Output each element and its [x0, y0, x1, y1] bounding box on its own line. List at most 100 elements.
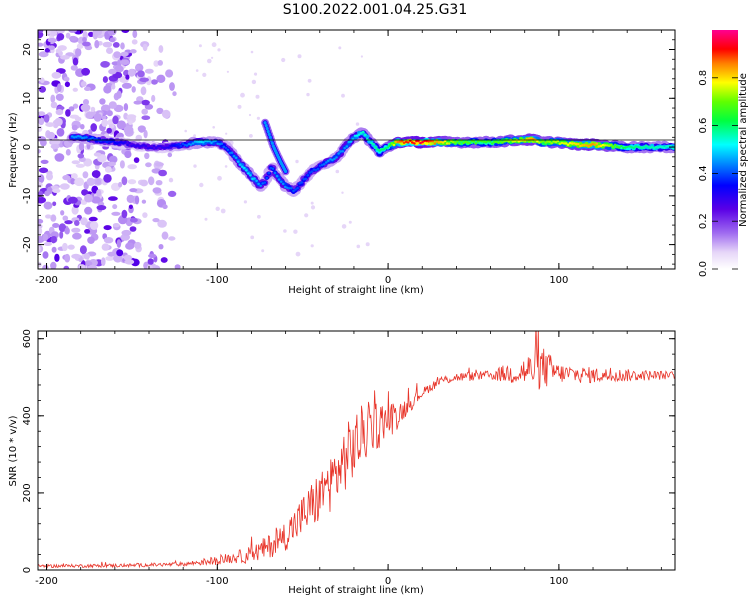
noise-speck	[215, 206, 220, 211]
ridge-mark	[181, 142, 185, 145]
ridge-mark	[238, 163, 242, 166]
noise-blob	[64, 81, 70, 88]
noise-blob	[103, 225, 112, 231]
ridge-mark	[240, 165, 244, 168]
noise-speck	[310, 244, 314, 248]
noise-speck	[307, 78, 312, 83]
ridge-mark	[427, 140, 431, 143]
noise-blob	[108, 155, 118, 164]
y-tick-label: -20	[22, 236, 33, 252]
noise-blob	[99, 98, 106, 105]
noise-blob	[168, 177, 174, 183]
noise-blob	[38, 86, 47, 93]
noise-blob	[129, 188, 138, 193]
noise-blob	[43, 201, 53, 210]
noise-blob	[67, 244, 75, 250]
noise-speck	[207, 58, 212, 64]
ridge-mark	[175, 143, 178, 147]
noise-blob	[55, 93, 64, 102]
noise-blob	[57, 83, 62, 92]
ridge-mark	[187, 142, 191, 146]
noise-blob	[80, 81, 87, 87]
ridge-mark	[337, 152, 340, 155]
noise-blob	[63, 265, 70, 269]
colorbar-ticks: 0.0 0.2 0.4 0.6 0.8	[698, 70, 738, 277]
noise-blob	[56, 30, 65, 34]
noise-blob	[85, 45, 93, 51]
ridge-mark	[464, 140, 467, 143]
noise-speck	[295, 251, 301, 257]
noise-blob	[83, 260, 93, 266]
ridge-mark	[652, 147, 656, 150]
noise-blob	[113, 51, 121, 59]
ridge-mark	[636, 145, 640, 149]
ridge-mark	[406, 141, 410, 144]
ridge-mark	[349, 140, 353, 143]
noise-blob	[109, 37, 116, 43]
noise-blob	[155, 180, 163, 186]
ridge-mark	[484, 140, 488, 144]
ridge-mark	[579, 144, 582, 148]
branch-mark	[263, 121, 267, 125]
ridge-mark	[327, 159, 330, 162]
noise-speck	[338, 46, 342, 50]
ridge-mark	[400, 140, 404, 143]
ridge-mark	[386, 146, 390, 149]
ridge-mark	[195, 140, 199, 143]
noise-blob	[56, 128, 65, 137]
noise-speck	[211, 42, 217, 48]
ridge-mark	[556, 139, 560, 143]
ridge-mark	[601, 143, 605, 147]
ridge-mark	[333, 157, 336, 161]
ridge-mark	[306, 174, 310, 177]
noise-blob	[106, 127, 112, 134]
ridge-mark	[120, 141, 123, 144]
snr-ticks: -200 -100 0 100 0 200 400 600	[22, 329, 675, 587]
noise-blob	[40, 139, 47, 147]
noise-blob	[54, 153, 65, 162]
noise-speck	[225, 132, 228, 135]
ridge-mark	[382, 148, 386, 151]
noise-blob	[156, 74, 166, 84]
ridge-mark	[628, 145, 631, 148]
ridge-mark	[384, 147, 388, 150]
ridge-mark	[562, 142, 566, 145]
ridge-mark	[222, 145, 226, 148]
noise-blob	[124, 259, 135, 265]
noise-blob	[43, 242, 52, 246]
noise-blob	[68, 30, 78, 33]
noise-speck	[293, 229, 298, 234]
noise-blob	[140, 179, 148, 187]
ridge-mark	[81, 136, 84, 140]
noise-blob	[71, 227, 81, 233]
y-tick-label: 600	[22, 329, 33, 348]
noise-blob	[57, 33, 65, 41]
spectrogram-x-axis-label: Height of straight line (km)	[288, 285, 424, 296]
noise-blob	[126, 194, 135, 204]
noise-blob	[65, 149, 71, 156]
noise-blob	[108, 68, 117, 75]
noise-blob	[38, 261, 42, 268]
noise-blob	[71, 205, 79, 215]
noise-speck	[295, 159, 299, 164]
noise-speck	[257, 214, 261, 219]
ridge-mark	[304, 177, 308, 181]
ridge-mark	[458, 142, 461, 145]
noise-blob	[107, 251, 116, 257]
noise-blob	[105, 256, 114, 261]
ridge-mark	[77, 134, 80, 138]
noise-blob	[103, 85, 112, 94]
noise-speck	[310, 201, 314, 205]
ridge-mark	[378, 149, 381, 152]
ridge-mark	[294, 188, 297, 191]
ridge-mark	[261, 182, 265, 185]
noise-blob	[121, 30, 130, 33]
noise-blob	[80, 103, 91, 112]
ridge-mark	[271, 167, 275, 170]
y-tick-label: 0	[22, 144, 33, 150]
ridge-mark	[339, 150, 342, 153]
ridge-mark	[413, 142, 416, 145]
ridge-mark	[243, 166, 246, 170]
noise-blob	[151, 94, 156, 103]
noise-blob	[65, 109, 71, 117]
